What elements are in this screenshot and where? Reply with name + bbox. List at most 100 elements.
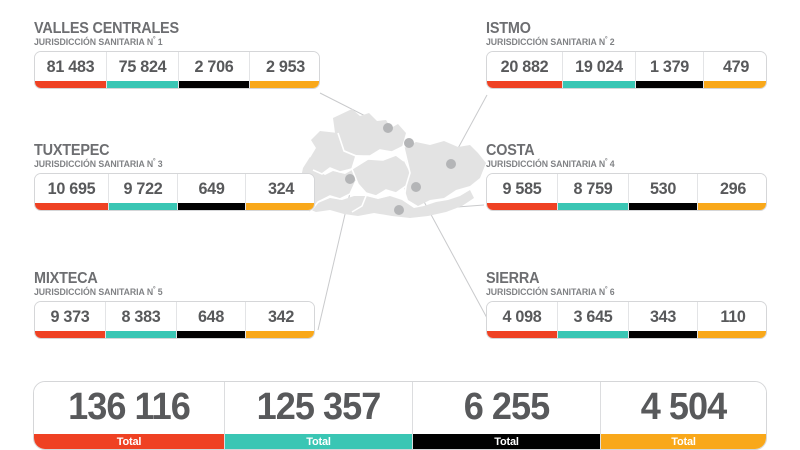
map-anchor-dots [345, 123, 456, 215]
metric-value: 296 [719, 178, 747, 198]
metric-color-bar-red [35, 203, 108, 211]
metric-cell-activos[interactable]: 324 [246, 174, 314, 211]
metric-cell-defunciones[interactable]: 1 379 [636, 52, 704, 89]
metric-value: 1 379 [649, 56, 689, 76]
metric-color-bar-amber [250, 81, 319, 89]
jurisdiction-card: 9 585 8 759 530 296 [486, 173, 767, 212]
metric-cell-recuperados[interactable]: 75 824 [107, 52, 179, 89]
metric-cell-defunciones[interactable]: 2 706 [179, 52, 250, 89]
panel-sierra: SIERRA JURISDICCIÓN SANITARIA Nº 6 4 098… [486, 270, 767, 340]
map-region-north [333, 109, 406, 156]
metric-color-bar-black [636, 81, 703, 89]
metric-cell-confirmados[interactable]: 20 882 [487, 52, 563, 89]
map-region-northwest [310, 131, 356, 174]
metric-color-bar-black [177, 331, 245, 339]
metric-value: 649 [198, 178, 225, 198]
panel-subtitle-number: 4 [609, 158, 615, 169]
panel-title: COSTA [486, 142, 535, 159]
metric-cell-defunciones[interactable]: 343 [629, 302, 698, 339]
panel-subtitle-prefix: JURISDICCIÓN SANITARIA N [486, 158, 606, 169]
panel-title: ISTMO [486, 20, 531, 37]
ordinal-indicator: º [153, 157, 156, 165]
metric-cell-confirmados[interactable]: 10 695 [35, 174, 109, 211]
panel-title: MIXTECA [34, 270, 98, 287]
map-dot-istmo [446, 159, 456, 169]
map-dot-costa [394, 205, 404, 215]
metric-value: 479 [722, 56, 750, 76]
panel-subtitle-prefix: JURISDICCIÓN SANITARIA N [486, 36, 606, 47]
jurisdiction-card: 81 483 75 824 2 706 2 953 [34, 51, 320, 90]
map-dot-valles-centrales [383, 123, 393, 133]
panel-title: VALLES CENTRALES [34, 20, 179, 37]
metric-value: 530 [649, 178, 677, 198]
metric-color-bar-amber [246, 203, 314, 211]
metric-value: 342 [267, 306, 295, 326]
metric-color-bar-amber [698, 331, 766, 339]
metric-value: 343 [649, 306, 677, 326]
metric-color-bar-teal [563, 81, 635, 89]
metric-value: 81 483 [46, 56, 95, 76]
metric-cell-recuperados[interactable]: 3 645 [558, 302, 629, 339]
total-cell-defunciones[interactable]: 6 255 Total [413, 382, 601, 449]
metric-color-bar-teal [558, 203, 628, 211]
metric-cell-activos[interactable]: 296 [698, 174, 766, 211]
metric-cell-confirmados[interactable]: 9 585 [487, 174, 558, 211]
panel-subtitle: JURISDICCIÓN SANITARIA Nº 1 [34, 36, 306, 49]
total-value: 125 357 [256, 386, 382, 428]
metric-value: 648 [197, 306, 225, 326]
metric-cell-defunciones[interactable]: 530 [629, 174, 698, 211]
panel-title: TUXTEPEC [34, 142, 110, 159]
metric-color-bar-teal [109, 203, 177, 211]
panel-subtitle: JURISDICCIÓN SANITARIA Nº 2 [486, 36, 753, 49]
panel-subtitle-prefix: JURISDICCIÓN SANITARIA N [34, 158, 154, 169]
metric-value: 8 383 [121, 306, 161, 326]
total-value: 4 504 [640, 386, 728, 428]
metric-cell-activos[interactable]: 2 953 [250, 52, 319, 89]
metric-cell-confirmados[interactable]: 9 373 [35, 302, 106, 339]
metric-value: 2 953 [265, 56, 305, 76]
panel-subtitle: JURISDICCIÓN SANITARIA Nº 5 [34, 285, 301, 299]
total-color-bar-teal: Total [225, 434, 412, 449]
map-region-east [404, 141, 486, 206]
totals-card: 136 116 Total 125 357 Total 6 255 Total … [33, 381, 767, 450]
total-bar-label: Total [494, 436, 519, 448]
panel-mixteca: MIXTECA JURISDICCIÓN SANITARIA Nº 5 9 37… [34, 270, 315, 340]
total-cell-confirmados[interactable]: 136 116 Total [34, 382, 225, 449]
panel-subtitle-number: 1 [157, 36, 163, 47]
metric-value: 2 706 [194, 56, 234, 76]
ordinal-indicator: º [605, 157, 608, 165]
metric-cell-recuperados[interactable]: 9 722 [109, 174, 178, 211]
total-value: 6 255 [463, 386, 551, 428]
metric-cell-activos[interactable]: 479 [704, 52, 766, 89]
total-color-bar-black: Total [413, 434, 600, 449]
metric-color-bar-black [179, 81, 249, 89]
metric-cell-confirmados[interactable]: 81 483 [35, 52, 107, 89]
metric-value: 8 759 [573, 178, 613, 198]
panel-subtitle: JURISDICCIÓN SANITARIA Nº 6 [486, 285, 753, 299]
total-color-bar-amber: Total [601, 434, 766, 449]
metric-cell-recuperados[interactable]: 8 383 [106, 302, 177, 339]
metric-value: 9 585 [502, 178, 542, 198]
metric-color-bar-amber [246, 331, 314, 339]
metric-value: 10 695 [47, 178, 96, 198]
metric-cell-defunciones[interactable]: 649 [178, 174, 246, 211]
metric-cell-defunciones[interactable]: 648 [177, 302, 246, 339]
total-cell-activos[interactable]: 4 504 Total [601, 382, 766, 449]
panel-title: SIERRA [486, 270, 540, 287]
metric-cell-recuperados[interactable]: 8 759 [558, 174, 629, 211]
metric-cell-confirmados[interactable]: 4 098 [487, 302, 558, 339]
ordinal-indicator: º [153, 285, 156, 293]
panel-valles-centrales: VALLES CENTRALES JURISDICCIÓN SANITARIA … [34, 20, 320, 90]
metric-cell-activos[interactable]: 342 [246, 302, 314, 339]
metric-color-bar-black [629, 331, 697, 339]
metric-color-bar-teal [558, 331, 628, 339]
ordinal-indicator: º [605, 285, 608, 293]
total-value: 136 116 [68, 386, 191, 428]
metric-cell-recuperados[interactable]: 19 024 [563, 52, 636, 89]
total-cell-recuperados[interactable]: 125 357 Total [225, 382, 413, 449]
panel-subtitle-number: 6 [609, 286, 615, 297]
panel-subtitle-number: 3 [157, 158, 163, 169]
metric-cell-activos[interactable]: 110 [698, 302, 766, 339]
